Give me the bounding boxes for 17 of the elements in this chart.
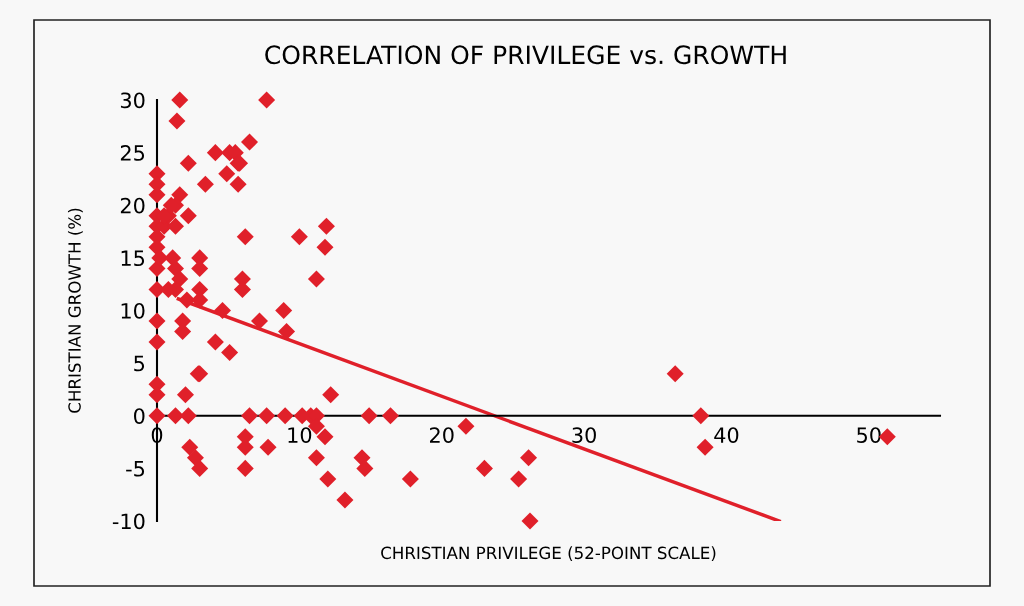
chart-title: CORRELATION OF PRIVILEGE vs. GROWTH <box>265 45 786 65</box>
x-tick-label: 50 <box>857 427 881 443</box>
x-tick-label: 10 <box>288 427 312 443</box>
y-tick-label: 5 <box>134 355 145 372</box>
y-tick-label: -10 <box>112 513 145 530</box>
y-tick-label: 15 <box>121 250 145 267</box>
x-tick-label: 40 <box>714 427 739 443</box>
y-tick-label: 20 <box>120 197 145 214</box>
x-tick-label: 20 <box>430 427 454 443</box>
x-tick-label: 30 <box>572 427 596 443</box>
y-tick-label: 10 <box>121 302 145 319</box>
y-tick-label: 30 <box>120 92 145 109</box>
y-axis-title: CHRISTIAN GROWTH (%) <box>67 208 83 413</box>
y-tick-label: -5 <box>126 461 145 477</box>
y-tick-label: 0 <box>134 408 145 424</box>
x-axis-title: CHRISTIAN PRIVILEGE (52-POINT SCALE) <box>381 546 716 562</box>
y-tick-label: 25 <box>120 145 145 161</box>
